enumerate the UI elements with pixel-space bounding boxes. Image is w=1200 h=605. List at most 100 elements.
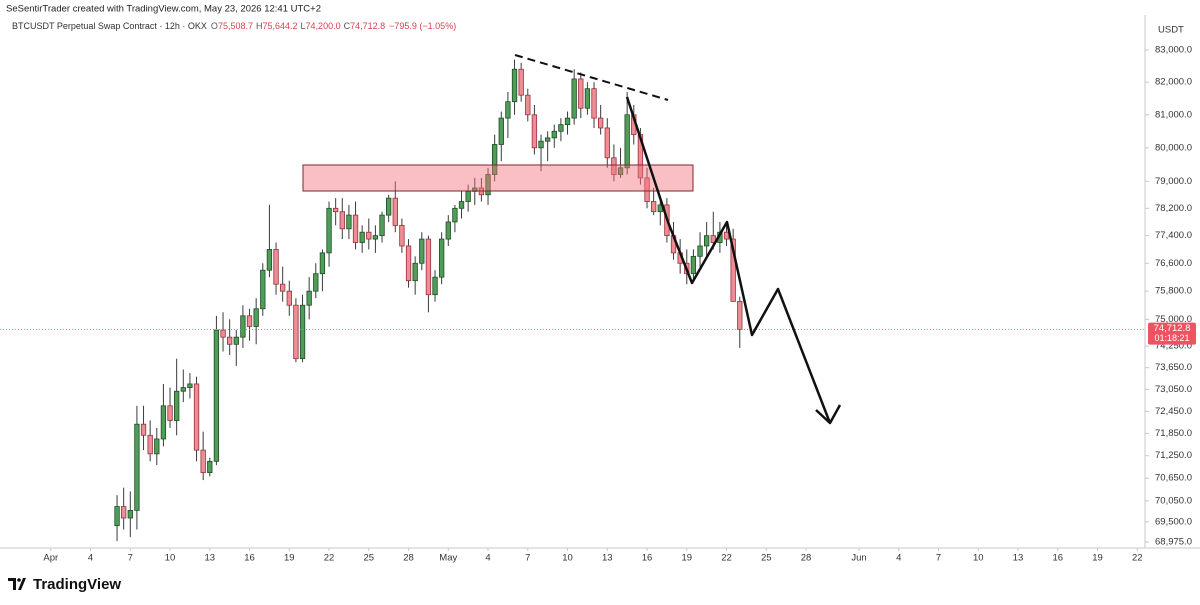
- candle-body: [187, 383, 193, 388]
- x-tick-label: 19: [284, 553, 295, 564]
- candle-body: [425, 238, 432, 296]
- x-tick-label: Apr: [43, 553, 58, 564]
- candle-body: [511, 68, 518, 103]
- candle-body: [439, 238, 445, 278]
- candle-body: [319, 252, 326, 275]
- candle-body: [545, 137, 551, 142]
- legend-key: C: [344, 21, 351, 31]
- legend-key: O: [211, 21, 218, 31]
- candle-body: [538, 140, 544, 149]
- candle-body: [591, 88, 597, 119]
- candle-body: [518, 68, 524, 96]
- candle-body: [372, 235, 379, 240]
- candle-body: [392, 197, 398, 226]
- y-tick-label: 71,850.0: [1155, 428, 1192, 439]
- candle-body: [160, 405, 167, 440]
- resistance-zone: [302, 164, 694, 192]
- candle-body: [525, 94, 531, 116]
- candle-body: [412, 262, 418, 282]
- candle-body: [140, 423, 147, 436]
- candle-body: [193, 383, 200, 451]
- y-tick-label: 70,050.0: [1155, 495, 1192, 506]
- candle-body: [419, 238, 425, 264]
- candle-body: [306, 290, 312, 306]
- trend-line: [514, 54, 669, 101]
- x-tick-label: 25: [761, 553, 772, 564]
- y-tick-label: 74,250.0: [1155, 341, 1192, 352]
- brand-logo: TradingView: [8, 576, 121, 593]
- candle-body: [299, 304, 306, 360]
- x-tick-label: 4: [896, 553, 901, 564]
- y-tick-label: 70,650.0: [1155, 473, 1192, 484]
- candle-body: [624, 114, 630, 169]
- candle-body: [127, 509, 133, 519]
- candle-body: [584, 88, 591, 109]
- candle-body: [286, 290, 292, 306]
- candle-body: [604, 127, 610, 159]
- candle-body: [571, 78, 577, 119]
- candle-body: [405, 245, 412, 282]
- candle-body: [339, 211, 345, 230]
- candle-body: [697, 245, 703, 257]
- x-tick-label: 7: [936, 553, 941, 564]
- y-tick-label: 76,600.0: [1155, 258, 1192, 269]
- candle-body: [432, 276, 438, 296]
- candle-body: [313, 273, 319, 292]
- candle-body: [551, 130, 557, 139]
- candle-body: [730, 238, 736, 302]
- candle-body: [531, 114, 538, 149]
- y-tick-label: 68,975.0: [1155, 536, 1192, 547]
- x-tick-label: 22: [324, 553, 335, 564]
- y-tick-label: 81,000.0: [1155, 109, 1192, 120]
- x-tick-label: 4: [485, 553, 490, 564]
- candle-body: [346, 214, 352, 230]
- candle-body: [167, 405, 173, 421]
- legend-value: 74,200.0: [306, 21, 341, 31]
- candle-body: [492, 144, 498, 175]
- candle-body: [723, 231, 730, 240]
- candle-body: [213, 329, 220, 462]
- y-tick-label: 77,400.0: [1155, 230, 1192, 241]
- countdown-label: 01:18:21: [1154, 333, 1189, 343]
- candles: [114, 59, 743, 542]
- y-tick-label: 80,000.0: [1155, 142, 1192, 153]
- last-price-box: [1148, 322, 1196, 345]
- candle-body: [485, 174, 491, 196]
- candle-body: [280, 283, 286, 292]
- x-tick-label: 25: [363, 553, 374, 564]
- candle-body: [710, 235, 716, 243]
- candle-body: [233, 336, 239, 345]
- legend-key: L: [301, 21, 306, 31]
- candle-body: [227, 336, 233, 345]
- candle-body: [379, 214, 385, 237]
- candle-body: [326, 207, 332, 254]
- candle-body: [558, 124, 564, 132]
- x-tick-label: 7: [128, 553, 133, 564]
- brand-icon-dot: [17, 578, 21, 582]
- x-tick-label: 7: [525, 553, 530, 564]
- y-tick-label: 83,000.0: [1155, 44, 1192, 55]
- candle-body: [366, 231, 372, 240]
- watermark: SeSentirTrader created with TradingView.…: [6, 4, 321, 15]
- brand-name: TradingView: [33, 576, 121, 593]
- candle-body: [617, 167, 624, 175]
- candle-body: [505, 101, 511, 119]
- candle-body: [452, 207, 458, 223]
- candle-body: [644, 177, 650, 202]
- candle-body: [578, 78, 584, 109]
- x-tick-label: 16: [1052, 553, 1063, 564]
- x-tick-label: 28: [801, 553, 812, 564]
- candle-body: [114, 506, 120, 527]
- legend-value: 75,644.2: [262, 21, 297, 31]
- candle-body: [333, 207, 339, 213]
- candle-body: [498, 117, 504, 145]
- candle-body: [651, 201, 657, 213]
- candle-body: [598, 117, 604, 129]
- symbol: BTCUSDT Perpetual Swap Contract · 12h · …: [12, 21, 207, 31]
- candle-body: [134, 423, 140, 511]
- candle-body: [253, 308, 259, 327]
- candle-body: [266, 249, 273, 271]
- projection-arrowhead: [815, 404, 842, 425]
- x-tick-label: 16: [244, 553, 255, 564]
- y-tick-label: 71,250.0: [1155, 450, 1192, 461]
